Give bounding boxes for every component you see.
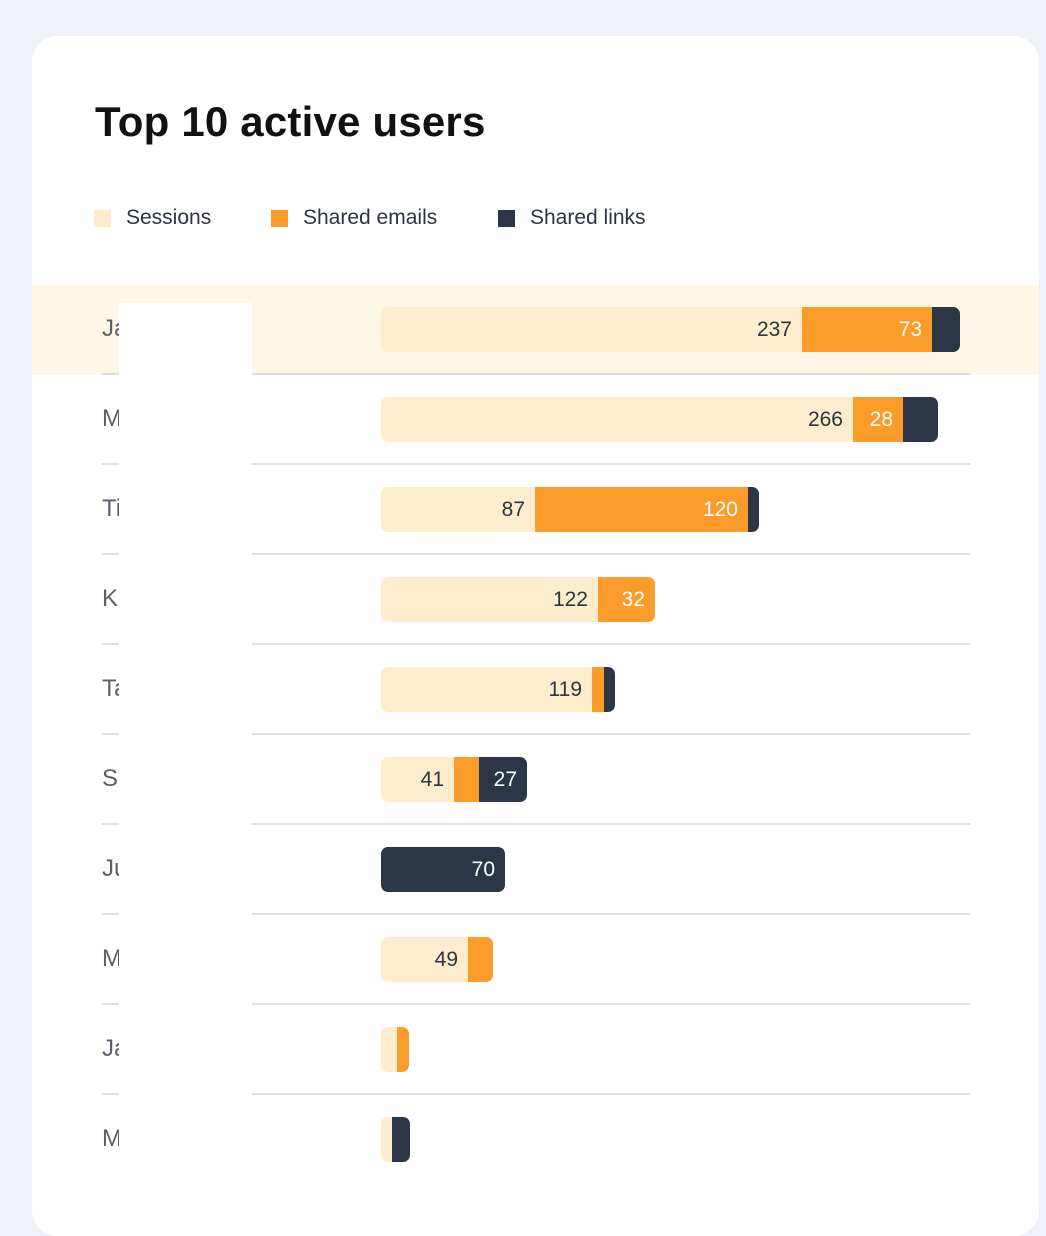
shared-emails-segment	[592, 667, 604, 712]
sessions-segment: 266	[381, 397, 853, 442]
bar-value-label: 41	[420, 767, 444, 791]
row-divider	[102, 373, 970, 375]
legend-item-shared-emails[interactable]: Shared emails	[271, 206, 437, 230]
row-divider	[102, 1093, 970, 1095]
legend-swatch-shared-emails	[271, 209, 288, 227]
bar-value-label: 32	[621, 587, 645, 611]
row-divider	[102, 463, 970, 465]
user-activity-bar[interactable]: 119	[381, 667, 615, 712]
shared-emails-segment	[454, 757, 479, 802]
bar-value-label: 70	[471, 857, 495, 881]
shared-links-segment: 27	[479, 757, 527, 802]
legend-swatch-sessions	[94, 209, 111, 227]
bar-value-label: 73	[898, 317, 922, 341]
row-divider	[102, 1003, 970, 1005]
legend-swatch-shared-links	[498, 209, 515, 227]
bar-value-label: 49	[434, 947, 458, 971]
user-activity-bar[interactable]: 122 32	[381, 577, 655, 622]
shared-emails-segment: 73	[802, 307, 932, 352]
shared-emails-segment	[397, 1027, 409, 1072]
row-divider	[102, 823, 970, 825]
user-row[interactable]: Ja lm23773	[32, 285, 1039, 375]
shared-links-segment	[932, 307, 960, 352]
sessions-segment	[381, 1117, 392, 1162]
sessions-segment: 237	[381, 307, 802, 352]
chart-title: Top 10 active users	[95, 98, 486, 145]
bar-value-label: 27	[493, 767, 517, 791]
row-divider	[102, 553, 970, 555]
legend-label-shared-links: Shared links	[530, 206, 646, 229]
bar-value-label: 120	[702, 497, 738, 521]
sessions-segment: 119	[381, 667, 592, 712]
legend-label-sessions: Sessions	[126, 206, 212, 229]
legend-label-shared-emails: Shared emails	[303, 206, 438, 229]
user-activity-bar[interactable]: 70	[381, 847, 505, 892]
bar-value-label: 87	[501, 497, 525, 521]
shared-links-segment: 70	[381, 847, 505, 892]
user-activity-bar[interactable]: 266 28	[381, 397, 938, 442]
user-row[interactable]: M ns...49	[32, 915, 1039, 1005]
bar-value-label: 119	[548, 677, 582, 701]
user-activity-bar[interactable]	[381, 1027, 409, 1072]
shared-emails-segment: 32	[598, 577, 655, 622]
legend-item-shared-links[interactable]: Shared links	[498, 206, 646, 230]
shared-links-segment	[392, 1117, 410, 1162]
user-activity-bar[interactable]	[381, 1117, 410, 1162]
redaction-mask	[119, 303, 252, 1236]
bar-value-label: 122	[552, 587, 588, 611]
user-row[interactable]: Ju 70	[32, 825, 1039, 915]
bar-value-label: 28	[869, 407, 893, 431]
user-activity-bar[interactable]: 237 73	[381, 307, 960, 352]
shared-emails-segment: 120	[535, 487, 748, 532]
shared-emails-segment	[468, 937, 493, 982]
sessions-segment	[381, 1027, 397, 1072]
legend-item-sessions[interactable]: Sessions	[94, 206, 211, 230]
sessions-segment: 122	[381, 577, 598, 622]
sessions-segment: 87	[381, 487, 535, 532]
sessions-segment: 41	[381, 757, 454, 802]
bar-value-label: 266	[807, 407, 843, 431]
shared-links-segment	[903, 397, 938, 442]
user-activity-bar[interactable]: 41 27	[381, 757, 527, 802]
shared-emails-segment: 28	[853, 397, 903, 442]
user-activity-bar[interactable]: 49	[381, 937, 493, 982]
row-divider	[102, 643, 970, 645]
chart-card: Top 10 active users Sessions Shared emai…	[32, 36, 1039, 1236]
row-divider	[102, 913, 970, 915]
sessions-segment: 49	[381, 937, 468, 982]
row-divider	[102, 733, 970, 735]
bar-value-label: 237	[756, 317, 792, 341]
user-activity-bar[interactable]: 87 120	[381, 487, 759, 532]
shared-links-segment	[604, 667, 615, 712]
shared-links-segment	[748, 487, 759, 532]
